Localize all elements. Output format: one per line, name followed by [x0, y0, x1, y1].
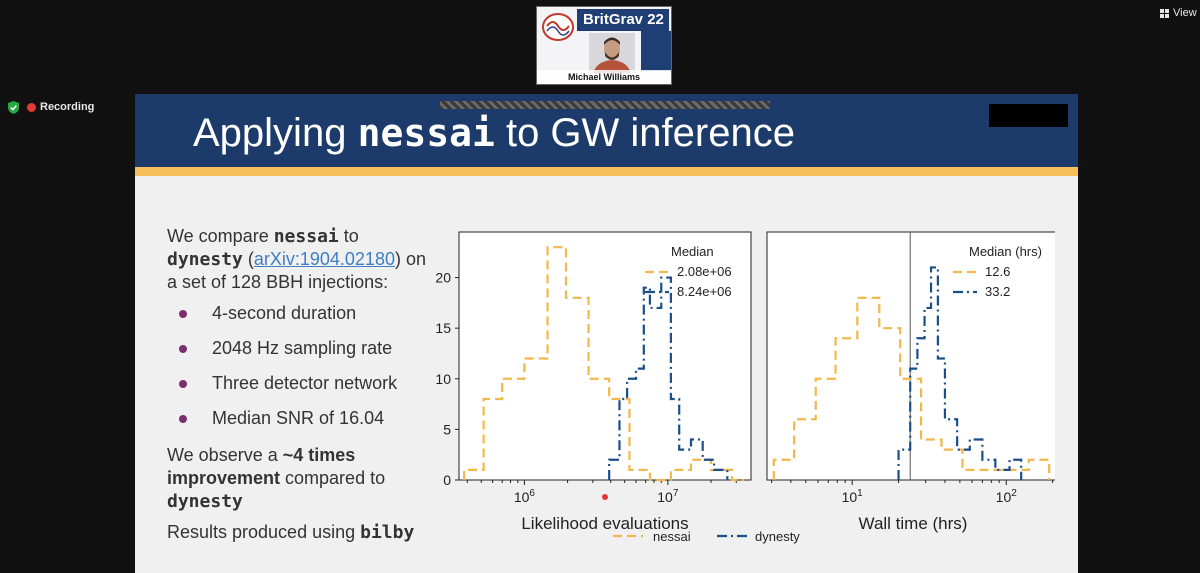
legend-median-nessai: 12.6	[985, 264, 1010, 279]
observe-bold: ~4 times improvement	[167, 445, 356, 488]
speaker-video-tile[interactable]: BritGrav 22 Michael Williams	[536, 6, 672, 85]
observe-code-dynesty: dynesty	[167, 491, 243, 512]
bullet-dot-icon	[179, 344, 187, 353]
view-button[interactable]: View	[1160, 6, 1197, 20]
bullet-text: 2048 Hz sampling rate	[212, 338, 393, 358]
britgrav-logo	[542, 13, 574, 41]
bullet-text: Three detector network	[212, 373, 398, 393]
legend-median-dynesty: 8.24e+06	[677, 284, 732, 299]
x-tick-label: 102	[996, 488, 1018, 505]
shield-check-icon	[8, 100, 19, 114]
bullet-item: 4-second duration	[179, 302, 356, 325]
bullet-item: 2048 Hz sampling rate	[179, 337, 392, 360]
y-tick-label: 10	[435, 371, 451, 387]
observe-text-1: We observe a	[167, 445, 283, 465]
intro-paragraph: We compare nessai to dynesty (arXiv:1904…	[167, 225, 437, 294]
legend-title: Median (hrs)	[969, 244, 1042, 259]
observation-paragraph: We observe a ~4 times improvement compar…	[167, 444, 427, 513]
recording-indicator[interactable]: Recording	[8, 100, 94, 114]
slide-title: Applying nessai to GW inference	[193, 110, 795, 156]
intro-code-nessai: nessai	[273, 226, 339, 247]
speaker-name-label: Michael Williams	[537, 70, 671, 84]
view-button-label: View	[1173, 7, 1197, 19]
histogram-dynesty	[608, 276, 729, 480]
legend-median-nessai: 2.08e+06	[677, 264, 732, 279]
title-code: nessai	[357, 111, 495, 155]
bullet-item: Median SNR of 16.04	[179, 407, 384, 430]
shared-legend-dynesty: dynesty	[755, 529, 800, 544]
y-tick-label: 5	[443, 421, 451, 437]
conference-brand: BritGrav 22	[577, 9, 669, 31]
intro-text-4: )	[394, 249, 401, 269]
histogram-charts: 0 5 10 15 20 106 107 Likelihood evaluations Medi…	[435, 231, 1055, 544]
shared-legend-nessai: nessai	[653, 529, 691, 544]
screen-share-drag-handle[interactable]	[440, 101, 770, 109]
intro-text-1: We compare	[167, 226, 274, 246]
x-tick-label: 106	[514, 488, 536, 505]
recording-label: Recording	[40, 101, 95, 113]
arxiv-link[interactable]: arXiv:1904.02180	[253, 249, 395, 269]
bullet-dot-icon	[179, 414, 187, 423]
redaction-box	[989, 104, 1068, 127]
bullet-item: Three detector network	[179, 372, 397, 395]
x-axis-label: Likelihood evaluations	[521, 514, 688, 533]
intro-text-2: to	[338, 226, 359, 246]
intro-text-3: (	[242, 249, 254, 269]
bullet-dot-icon	[179, 379, 187, 388]
results-paragraph: Results produced using bilby	[167, 521, 447, 544]
x-tick-label: 107	[657, 488, 679, 505]
title-text-suffix: to GW inference	[494, 111, 795, 155]
plot-frame	[458, 231, 752, 481]
brand-strip	[641, 31, 671, 71]
results-text-1: Results produced using	[167, 522, 361, 542]
x-axis-label: Wall time (hrs)	[859, 514, 968, 533]
y-tick-label: 15	[435, 320, 451, 336]
x-tick-label: 101	[842, 488, 864, 505]
plot-frame	[766, 231, 1055, 481]
histogram-nessai	[463, 246, 745, 482]
laser-pointer-dot	[602, 494, 608, 500]
legend-median-dynesty: 33.2	[985, 284, 1010, 299]
observe-text-2: compared to	[280, 468, 386, 488]
recording-dot-icon	[27, 102, 36, 112]
bullet-text: Median SNR of 16.04	[212, 408, 385, 428]
y-tick-label: 20	[435, 270, 451, 286]
y-tick-label: 0	[443, 472, 451, 488]
histogram-nessai	[772, 296, 1051, 480]
title-text-prefix: Applying	[193, 111, 358, 155]
intro-text-5: on a set of 128 BBH injections:	[167, 249, 426, 292]
shared-slide: Applying nessai to GW inference We compa…	[135, 94, 1078, 573]
legend-title: Median	[671, 244, 714, 259]
speaker-avatar	[589, 33, 635, 73]
grid-view-icon	[1160, 8, 1169, 18]
intro-code-dynesty: dynesty	[167, 249, 243, 270]
slide-accent-bar	[135, 167, 1078, 176]
histogram-dynesty	[897, 266, 1023, 480]
results-code-bilby: bilby	[360, 522, 415, 543]
bullet-dot-icon	[179, 309, 187, 318]
bullet-text: 4-second duration	[212, 303, 357, 323]
